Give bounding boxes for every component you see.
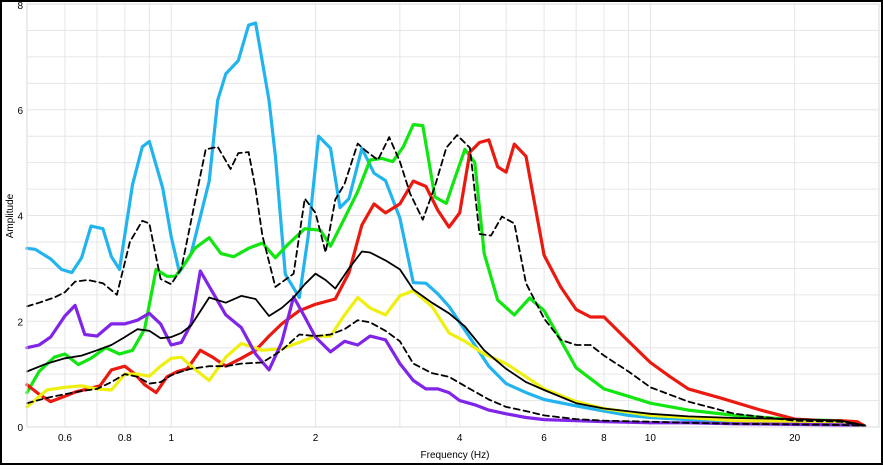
x-axis-label: Frequency (Hz) <box>421 450 490 461</box>
y-axis-label: Amplitude <box>5 193 16 238</box>
y-tick-label: 2 <box>17 317 23 328</box>
x-tick-label: 0.6 <box>58 433 72 444</box>
x-tick-label: 20 <box>789 433 801 444</box>
x-tick-label: 0.8 <box>118 433 132 444</box>
x-tick-label: 1 <box>168 433 174 444</box>
x-tick-label: 4 <box>457 433 463 444</box>
series-line-5 <box>25 269 867 428</box>
plot-frame <box>26 3 880 428</box>
series-line-1 <box>25 21 867 428</box>
series-line-7 <box>26 134 866 427</box>
y-tick-label: 4 <box>17 212 23 223</box>
y-tick-label: 6 <box>17 106 23 117</box>
series-line-8 <box>26 319 866 427</box>
x-tick-label: 8 <box>601 433 607 444</box>
x-tick-label: 10 <box>645 433 657 444</box>
y-tick-label: 0 <box>17 423 23 434</box>
y-tick-label: 8 <box>17 1 23 12</box>
series-group <box>25 21 867 428</box>
tick-labels: 0.6 0.8 1 2 4 6 8 10 20 0 2 4 6 8 <box>17 1 800 444</box>
series-line-6 <box>26 250 866 427</box>
series-line-3 <box>25 138 867 428</box>
x-tick-label: 2 <box>313 433 319 444</box>
series-line-4 <box>25 289 867 428</box>
x-tick-label: 6 <box>541 433 547 444</box>
